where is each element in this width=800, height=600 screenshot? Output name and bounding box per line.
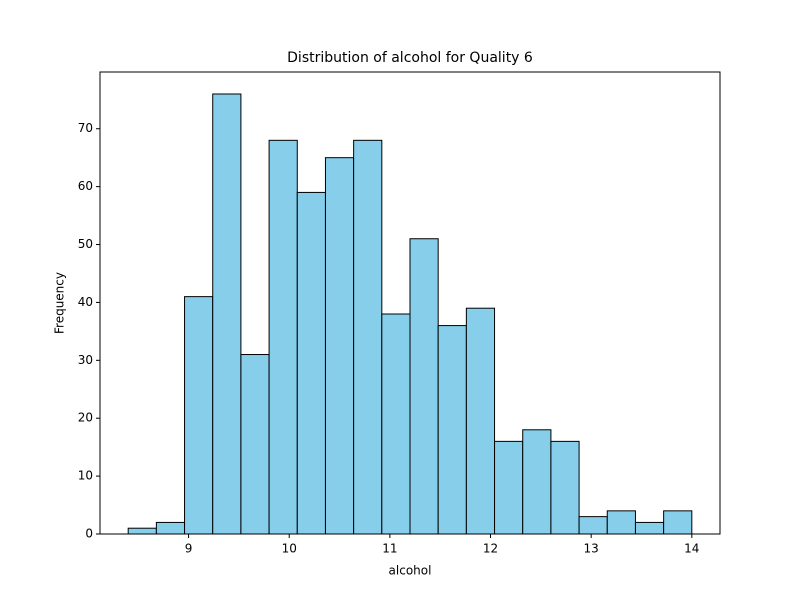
bar <box>578 516 608 535</box>
y-tick-label: 30 <box>78 353 93 367</box>
bar <box>381 313 411 535</box>
bar <box>296 191 326 535</box>
bar <box>465 307 496 535</box>
x-axis-label: alcohol <box>389 564 432 578</box>
bar <box>353 139 383 535</box>
x-tick-label: 11 <box>382 542 397 556</box>
x-tick-label: 13 <box>584 542 599 556</box>
y-axis-label: Frequency <box>53 272 67 334</box>
bar <box>634 521 665 535</box>
bar <box>155 521 186 535</box>
bar <box>184 296 214 535</box>
bar <box>212 93 242 535</box>
bar <box>268 139 298 535</box>
bar <box>127 527 157 535</box>
x-tick-label: 14 <box>684 542 699 556</box>
y-tick-label: 10 <box>78 469 93 483</box>
bar <box>550 440 580 535</box>
bar <box>409 238 439 535</box>
y-tick-label: 70 <box>78 121 93 135</box>
plot-frame <box>99 71 721 535</box>
y-tick-label: 40 <box>78 295 93 309</box>
chart-title: Distribution of alcohol for Quality 6 <box>287 50 533 66</box>
bar <box>522 429 552 535</box>
y-tick-label: 50 <box>78 237 93 251</box>
y-tick-label: 20 <box>78 411 93 425</box>
x-tick-label: 9 <box>185 542 193 556</box>
y-tick-label: 60 <box>78 179 93 193</box>
bar <box>324 157 355 535</box>
bar <box>494 440 524 535</box>
x-tick-label: 10 <box>282 542 297 556</box>
bar <box>437 325 467 535</box>
bar <box>663 510 693 535</box>
bar <box>606 510 636 535</box>
bar <box>240 354 270 535</box>
y-tick-label: 0 <box>85 527 93 541</box>
x-tick-label: 12 <box>483 542 498 556</box>
